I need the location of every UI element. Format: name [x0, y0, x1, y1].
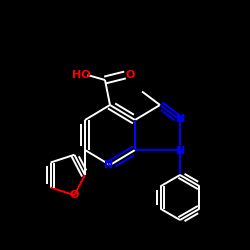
Text: N: N — [104, 160, 114, 170]
Text: O: O — [70, 190, 79, 200]
Text: HO: HO — [72, 70, 90, 80]
Text: N: N — [176, 146, 186, 156]
Text: O: O — [125, 70, 135, 80]
Text: N: N — [176, 114, 186, 124]
